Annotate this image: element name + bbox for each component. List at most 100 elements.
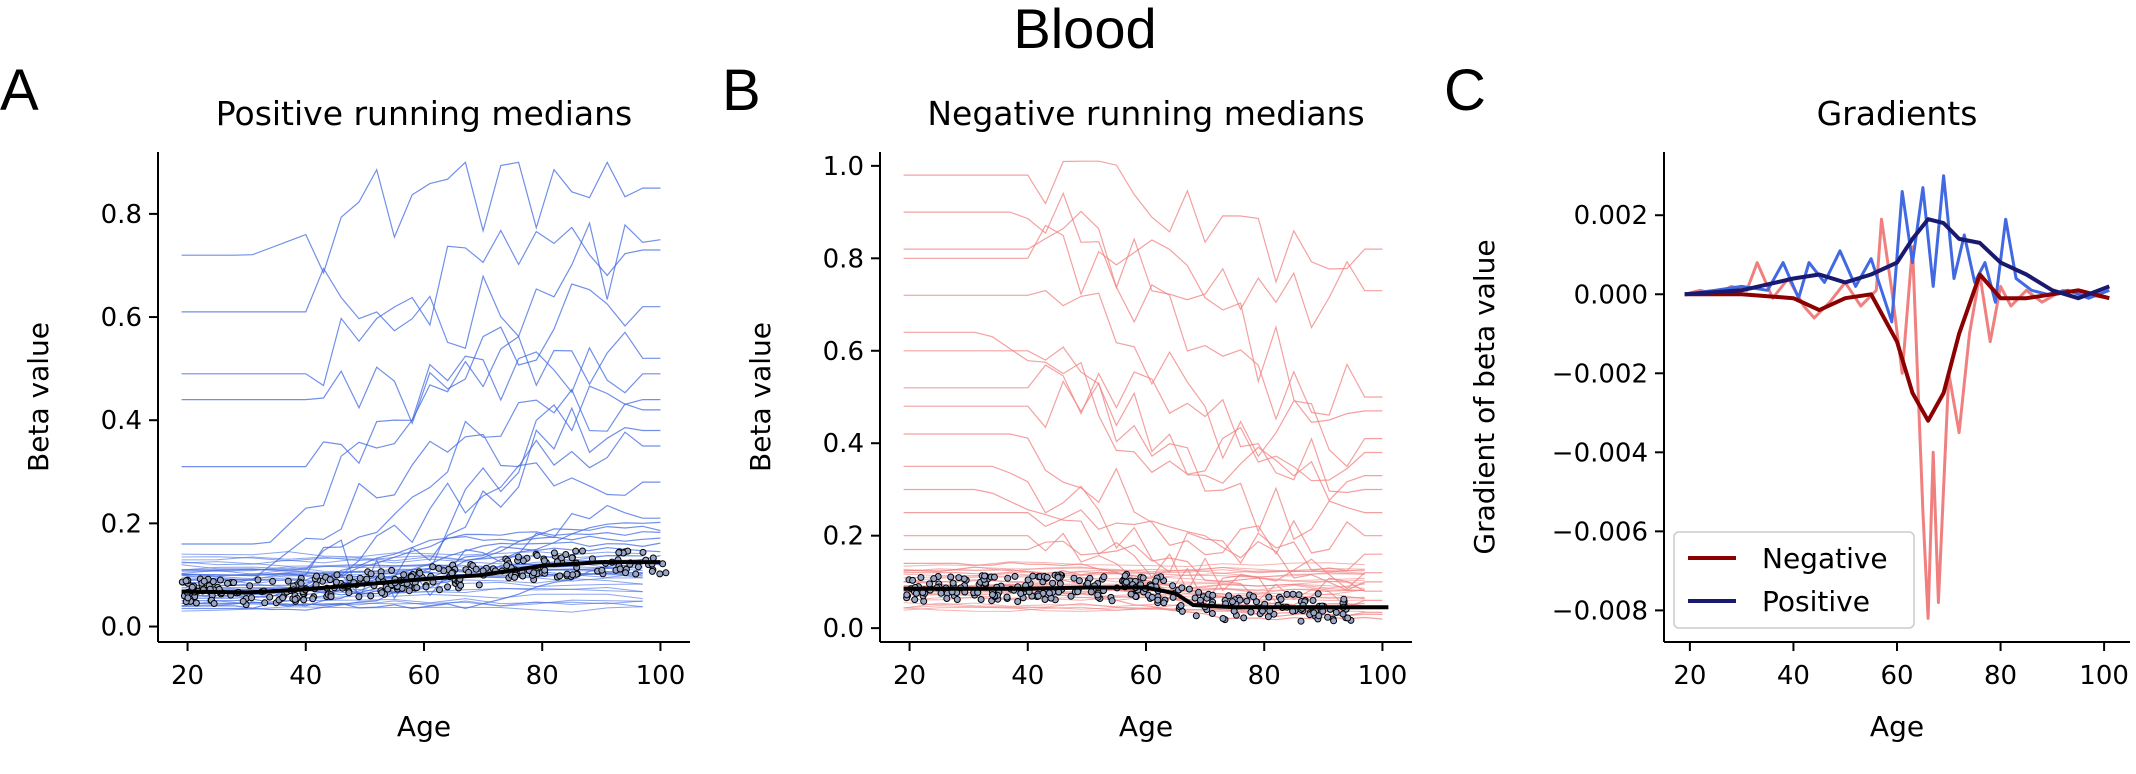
background-series-line	[903, 488, 1383, 593]
y-tick-label: −0.002	[1552, 359, 1648, 389]
sample-point	[598, 566, 606, 574]
sample-point	[930, 575, 938, 583]
background-series-line	[181, 599, 643, 607]
background-series-line	[181, 566, 643, 573]
sample-point	[1177, 602, 1185, 609]
sample-point	[313, 572, 320, 580]
sample-point	[1139, 574, 1147, 582]
sample-point	[1041, 596, 1049, 603]
sample-point	[912, 589, 920, 597]
sample-point	[429, 563, 437, 571]
sample-point	[1029, 572, 1037, 580]
sample-point	[1310, 609, 1318, 617]
sample-point	[388, 566, 396, 574]
sample-point	[519, 572, 527, 580]
sample-point	[1034, 592, 1042, 600]
sample-point	[1152, 577, 1160, 585]
sample-point	[416, 569, 424, 577]
y-axis-label: Gradient of beta value	[1468, 239, 1501, 554]
x-axis-label: Age	[1870, 710, 1924, 743]
sample-point	[616, 565, 624, 573]
sample-point	[1067, 592, 1075, 600]
sample-point	[568, 554, 576, 562]
background-series-line	[181, 331, 661, 468]
x-tick-label: 100	[636, 661, 686, 691]
panel-b-chart: Negative running medians 20 40 60 80 100 0.0 0.…	[744, 94, 1412, 743]
y-tick-label: 0.002	[1574, 201, 1648, 231]
panel-c-chart: Gradients 20 40 60 80 100 0.002 0.000 −0.002 −0.0…	[1468, 94, 2130, 743]
sample-point	[926, 580, 933, 588]
sample-point	[291, 596, 299, 603]
sample-point	[1154, 596, 1162, 604]
y-tick-label: 0.6	[823, 337, 864, 367]
sample-point	[634, 563, 642, 571]
background-series-line	[181, 535, 661, 599]
x-tick-label: 60	[407, 661, 440, 691]
sample-point	[1178, 584, 1186, 592]
sample-point	[622, 569, 629, 577]
y-tick-label: 0.8	[823, 244, 864, 274]
plot-area	[1684, 174, 2111, 620]
sample-point	[1339, 610, 1347, 618]
sample-point	[511, 573, 519, 581]
sample-point	[475, 581, 483, 589]
sample-point	[1127, 590, 1135, 598]
y-tick-label: 0.4	[823, 429, 864, 459]
sample-point	[1192, 612, 1200, 620]
x-tick-label: 80	[526, 661, 559, 691]
background-series-line	[903, 380, 1383, 541]
sample-point	[269, 577, 277, 585]
sample-point	[246, 582, 254, 590]
sample-point	[378, 589, 386, 597]
plot-area	[903, 160, 1389, 625]
sample-point	[444, 583, 451, 591]
background-series-line	[181, 221, 661, 349]
panel-letter-b: B	[722, 58, 761, 123]
y-tick-label: 0.8	[101, 200, 142, 230]
sample-point	[1289, 590, 1297, 598]
sample-point	[266, 593, 274, 601]
sample-point	[1185, 585, 1193, 593]
sample-point	[632, 570, 640, 578]
sample-point	[367, 592, 375, 600]
sample-point	[1075, 577, 1083, 585]
background-series-line	[903, 364, 1383, 494]
sample-point	[977, 596, 985, 603]
sample-point	[1277, 595, 1285, 603]
sample-point	[436, 586, 443, 594]
sample-point	[656, 570, 664, 578]
sample-point	[1011, 572, 1019, 580]
sample-point	[1169, 582, 1177, 590]
sample-point	[1043, 573, 1051, 581]
sample-point	[239, 597, 247, 605]
background-series-line	[903, 465, 1383, 574]
background-series-line	[181, 504, 661, 597]
sample-point	[503, 562, 511, 569]
sample-point	[990, 573, 998, 581]
sample-point	[1100, 573, 1108, 581]
panel-letter-c: C	[1444, 58, 1486, 123]
sample-point	[200, 577, 208, 585]
x-axis-label: Age	[397, 710, 451, 743]
background-series-line	[903, 289, 1383, 468]
x-tick-label: 40	[1011, 661, 1044, 691]
sample-point	[909, 576, 917, 584]
sample-point	[309, 595, 317, 603]
legend: Negative Positive	[1673, 531, 1915, 629]
sample-point	[1195, 588, 1203, 596]
sample-point	[562, 551, 570, 558]
background-series-line	[181, 541, 661, 603]
sample-point	[1122, 578, 1130, 586]
chart-title: Negative running medians	[927, 94, 1364, 133]
sample-point	[377, 572, 385, 580]
sample-point	[279, 594, 287, 602]
sample-point	[1148, 593, 1156, 601]
sample-point	[947, 573, 955, 581]
sample-point	[659, 560, 667, 568]
sample-point	[326, 576, 334, 584]
sample-point	[363, 575, 371, 583]
y-tick-label: −0.006	[1552, 517, 1648, 547]
plot-area	[178, 160, 670, 613]
sample-point	[192, 599, 200, 607]
